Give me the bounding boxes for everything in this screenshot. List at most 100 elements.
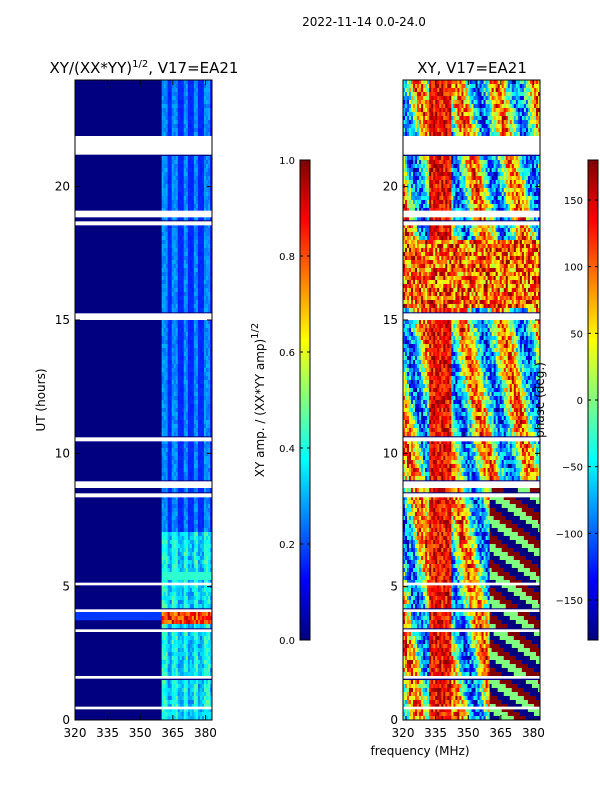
heatmap-cell [181, 664, 185, 669]
heatmap-cell [187, 344, 191, 349]
heatmap-cell [199, 356, 203, 361]
heatmap-cell [519, 164, 523, 169]
heatmap-cell [191, 392, 195, 397]
heatmap-cell [173, 644, 177, 649]
heatmap-cell [169, 464, 172, 469]
heatmap-cell [209, 516, 212, 521]
heatmap-cell [209, 184, 212, 189]
data-gap-band [75, 706, 212, 710]
heatmap-cell [483, 96, 486, 101]
heatmap-cell [407, 88, 410, 93]
heatmap-cell [407, 96, 410, 101]
heatmap-cell [525, 124, 529, 129]
heatmap-cell [447, 104, 450, 109]
heatmap-cell [197, 712, 201, 717]
heatmap-cell [195, 692, 199, 697]
heatmap-cell [189, 364, 193, 369]
heatmap-cell [203, 444, 207, 449]
heatmap-cell [199, 412, 203, 417]
heatmap-cell [201, 568, 205, 573]
heatmap-cell [167, 180, 170, 185]
heatmap-cell [205, 488, 209, 493]
heatmap-cell [197, 164, 201, 169]
heatmap-cell [183, 600, 187, 605]
heatmap-cell [193, 92, 197, 97]
heatmap-cell [183, 272, 187, 277]
heatmap-cell [179, 372, 183, 377]
heatmap-cell [181, 360, 185, 365]
heatmap-cell [485, 120, 488, 125]
heatmap-cell [183, 180, 187, 185]
heatmap-cell [171, 372, 175, 377]
heatmap-cell [493, 168, 496, 173]
heatmap-cell [481, 92, 484, 97]
heatmap-cell [203, 488, 207, 493]
heatmap-cell [163, 324, 166, 329]
heatmap-cell [167, 592, 170, 597]
heatmap-cell [509, 104, 513, 109]
heatmap-cell [173, 408, 177, 413]
heatmap-cell [171, 504, 175, 509]
heatmap-cell [197, 540, 201, 545]
heatmap-cell [203, 588, 207, 593]
heatmap-cell [521, 100, 525, 105]
heatmap-cell [185, 216, 189, 221]
heatmap-cell [163, 236, 166, 241]
heatmap-cell [167, 540, 170, 545]
heatmap-cell [207, 88, 211, 93]
heatmap-cell [209, 652, 212, 657]
heatmap-cell [423, 124, 426, 129]
heatmap-cell [171, 468, 175, 473]
heatmap-cell [411, 128, 414, 133]
heatmap-cell [187, 512, 191, 517]
heatmap-cell [183, 552, 187, 557]
heatmap-cell [189, 672, 193, 677]
heatmap-cell [171, 688, 175, 693]
heatmap-cell [449, 92, 452, 97]
heatmap-cell [525, 128, 529, 133]
heatmap-cell [199, 196, 203, 201]
heatmap-cell [163, 304, 166, 309]
heatmap-cell [191, 332, 195, 337]
heatmap-cell [175, 556, 179, 561]
heatmap-cell [207, 376, 211, 381]
heatmap-cell [191, 504, 195, 509]
heatmap-cell [179, 700, 183, 705]
heatmap-cell [163, 284, 166, 289]
heatmap-cell [171, 500, 175, 505]
heatmap-cell [171, 584, 175, 589]
heatmap-cell [475, 100, 478, 105]
heatmap-cell [191, 248, 195, 253]
heatmap-cell [193, 604, 197, 609]
heatmap-cell [195, 512, 199, 517]
heatmap-cell [169, 520, 172, 525]
heatmap-cell [171, 376, 175, 381]
heatmap-cell [163, 344, 166, 349]
heatmap-cell [179, 512, 183, 517]
heatmap-cell [173, 556, 177, 561]
heatmap-cell [487, 100, 490, 105]
heatmap-cell [171, 488, 175, 493]
heatmap-cell [161, 188, 164, 193]
heatmap-cell [181, 216, 185, 221]
heatmap-cell [195, 644, 199, 649]
heatmap-cell [165, 240, 168, 245]
heatmap-cell [501, 112, 505, 117]
heatmap-cell [437, 112, 440, 117]
heatmap-cell [493, 116, 496, 121]
heatmap-cell [527, 80, 531, 85]
heatmap-cell [199, 512, 203, 517]
heatmap-cell [435, 156, 438, 161]
heatmap-cell [511, 96, 515, 101]
heatmap-cell [177, 304, 181, 309]
heatmap-cell [531, 128, 535, 133]
heatmap-cell [191, 300, 195, 305]
heatmap-cell [445, 128, 448, 133]
heatmap-cell [179, 208, 183, 213]
heatmap-cell [195, 392, 199, 397]
heatmap-cell [183, 216, 187, 221]
heatmap-cell [179, 216, 183, 221]
heatmap-cell [183, 100, 187, 105]
heatmap-cell [193, 372, 197, 377]
heatmap-cell [179, 664, 183, 669]
